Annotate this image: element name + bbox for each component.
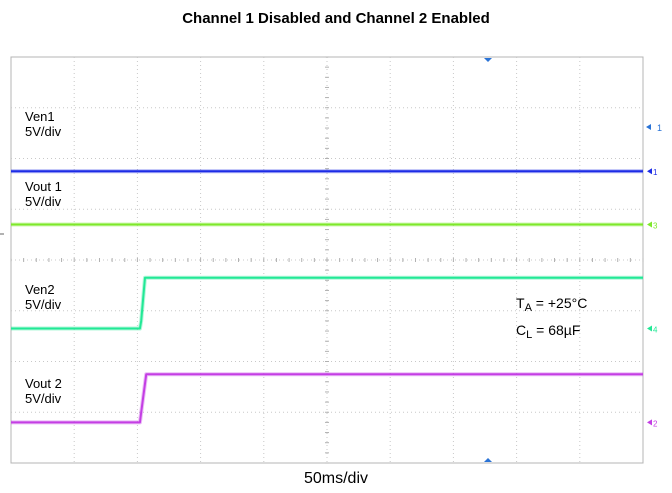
marker-arrow [647,221,652,228]
ta-value: = +25°C [535,295,588,311]
trace-ven2 [11,276,643,330]
marker-label: 2 [653,419,658,428]
series-scale: 5V/div [25,124,62,139]
series-name: Vout 1 [25,179,62,194]
vout2-label: Vout 2 5V/div [25,376,62,406]
marker-label: 3 [653,221,658,230]
chart-title: Channel 1 Disabled and Channel 2 Enabled [182,10,490,27]
marker-label: 1 [653,168,658,177]
series-scale: 5V/div [25,297,62,312]
series-scale: 5V/div [25,194,62,209]
x-axis-label: 50ms/div [303,470,369,487]
ta-subscript: A [524,302,532,314]
marker-label: 4 [653,326,658,335]
trigger-top-marker [484,58,492,62]
ta-symbol: T [516,295,525,311]
trace-vout2 [11,373,643,424]
channel-marker-2: 2 [647,419,658,428]
channel-marker-1: 1 [647,168,658,177]
series-scale: 5V/div [25,391,62,406]
ven2-label: Ven2 5V/div [25,282,61,312]
ambient-temperature-annotation: TA = +25°C [516,295,587,314]
grid [10,56,644,464]
series-name: Ven1 [25,109,55,124]
vout1-label: Vout 1 5V/div [25,179,62,209]
load-capacitance-annotation: CL = 68µF [516,322,580,341]
channel-marker-3: 3 [647,221,658,230]
channel-markers: 1 3 4 2 [647,168,658,428]
trigger-level-label: 1 [657,123,662,133]
marker-arrow [647,419,652,426]
channel-marker-4: 4 [647,325,658,335]
cl-symbol: C [516,322,527,338]
marker-arrow [647,168,652,175]
ven1-label: Ven1 5V/div [25,109,61,139]
trigger-bottom-marker [484,458,492,462]
series-name: Ven2 [25,282,55,297]
cl-subscript: L [526,329,533,341]
cl-value: = 68µF [536,322,581,338]
trigger-level-marker [646,124,651,130]
traces [11,169,643,425]
series-name: Vout 2 [25,376,62,391]
marker-arrow [647,325,652,332]
